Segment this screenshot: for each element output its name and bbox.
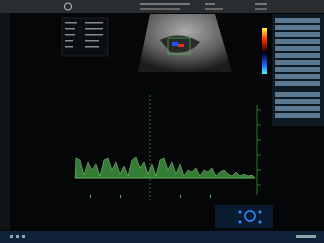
color-flow xyxy=(172,42,178,46)
status-text xyxy=(296,235,316,238)
control-dot[interactable] xyxy=(259,211,262,214)
control-dot[interactable] xyxy=(239,211,242,214)
header-text xyxy=(205,3,215,5)
bottom-bar xyxy=(0,231,324,243)
measurement-box xyxy=(62,18,108,56)
ultrasound-screen xyxy=(0,0,324,243)
header-text xyxy=(140,8,180,10)
color-flow xyxy=(178,44,184,47)
parameter-rows xyxy=(275,18,320,118)
header-text xyxy=(255,8,267,10)
status-icon xyxy=(16,235,19,238)
header-text xyxy=(255,3,267,5)
color-scale xyxy=(262,28,267,74)
header-text xyxy=(140,3,190,5)
status-icon xyxy=(10,235,13,238)
top-bar xyxy=(0,0,324,13)
control-widget xyxy=(215,205,273,228)
header-text xyxy=(205,8,223,10)
control-dot[interactable] xyxy=(239,221,242,224)
side-strip xyxy=(0,13,10,230)
page xyxy=(0,0,324,243)
control-dot[interactable] xyxy=(259,221,262,224)
status-icon xyxy=(22,235,25,238)
